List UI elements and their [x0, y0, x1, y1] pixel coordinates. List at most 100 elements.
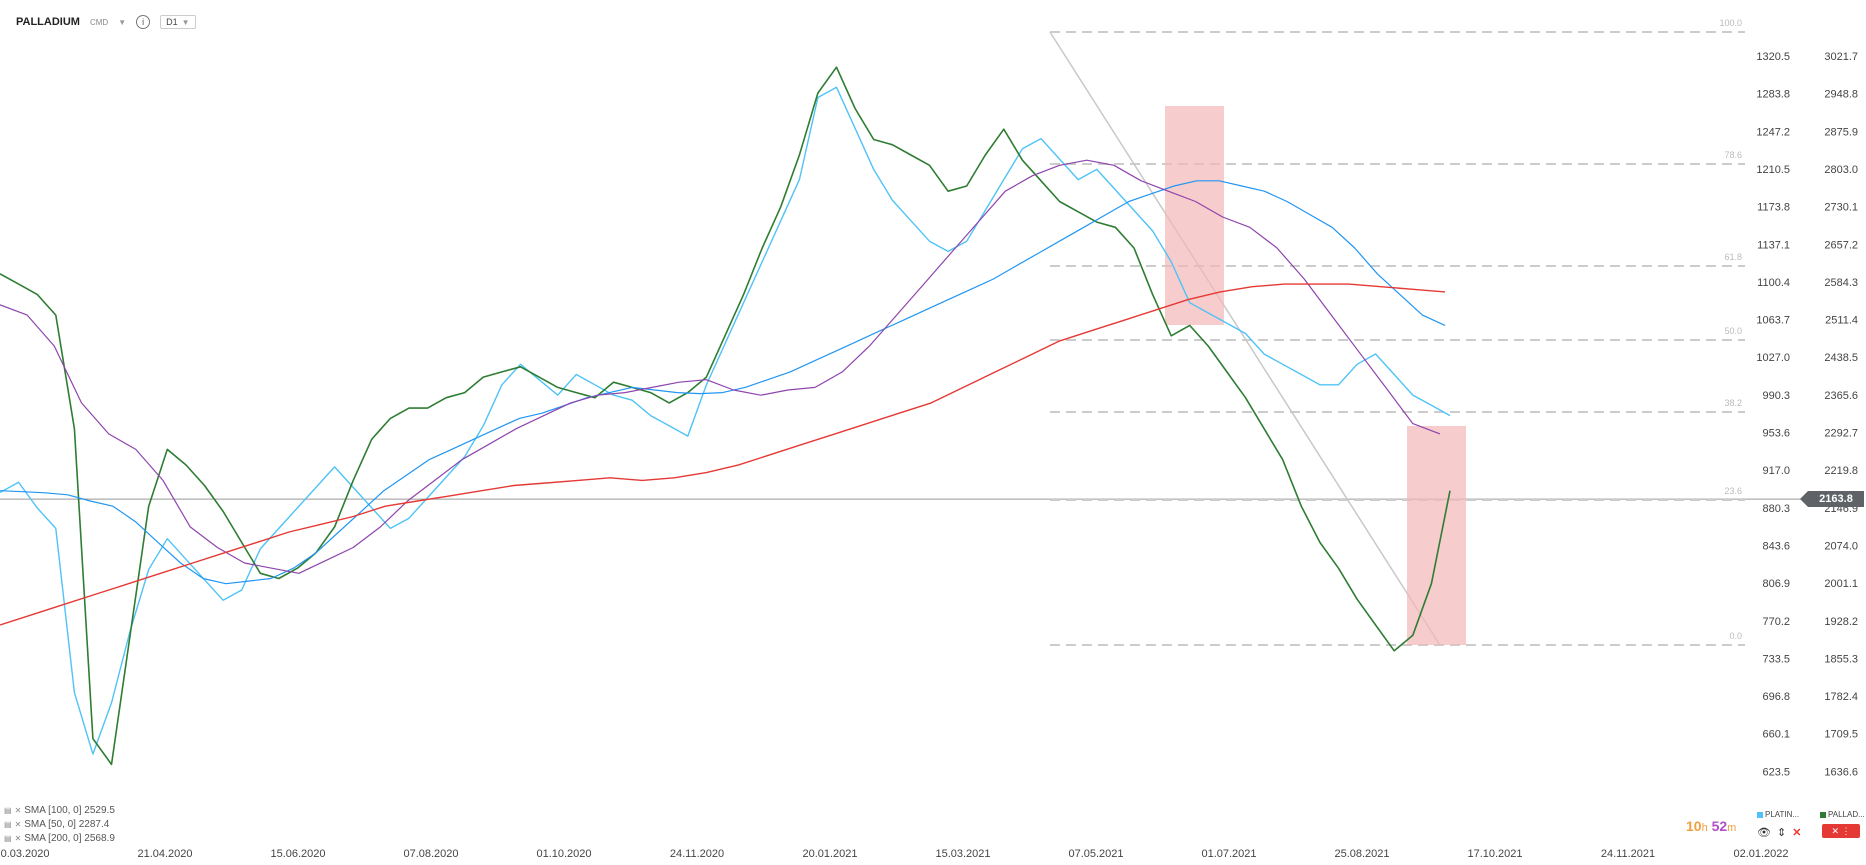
- y-right-tick: 2584.3: [1824, 277, 1858, 289]
- info-icon[interactable]: i: [136, 15, 151, 29]
- y-right-tick: 2803.0: [1824, 164, 1858, 176]
- chevron-down-icon: ▼: [181, 17, 190, 27]
- indicator-sma-50[interactable]: ▤ ✕ SMA [50, 0] 2287.4: [4, 818, 109, 830]
- highlight-zone[interactable]: [1165, 106, 1224, 325]
- x-tick-label: 25.08.2021: [1334, 848, 1389, 860]
- color-swatch: [1757, 811, 1763, 818]
- series-tag-platinum[interactable]: PLATIN...: [1757, 810, 1799, 819]
- y-right-tick: 1855.3: [1824, 653, 1858, 665]
- x-tick-label: 15.06.2020: [270, 848, 325, 860]
- y-left-tick: 660.1: [1762, 729, 1790, 741]
- y-right-tick: 2875.9: [1824, 126, 1858, 138]
- x-tick-label: 17.10.2021: [1467, 848, 1522, 860]
- series-line-0[interactable]: [0, 86, 1451, 755]
- x-tick-label: 02.01.2022: [1733, 848, 1788, 860]
- series-controls: 👁 ⇕ ✕: [1757, 826, 1801, 839]
- y-left-tick: 770.2: [1762, 616, 1790, 628]
- timeframe-value: D1: [166, 17, 178, 27]
- x-tick-label: 07.08.2020: [403, 848, 458, 860]
- series-line-2[interactable]: [0, 180, 1446, 585]
- y-left-tick: 1320.5: [1756, 51, 1790, 63]
- settings-icon[interactable]: ▤: [4, 819, 12, 829]
- fib-trend-line[interactable]: [1049, 31, 1441, 646]
- settings-icon[interactable]: ▤: [4, 833, 12, 843]
- indicator-label: SMA [50, 0] 2287.4: [24, 818, 110, 830]
- timeframe-select[interactable]: D1 ▼: [160, 15, 196, 29]
- y-left-tick: 990.3: [1762, 390, 1790, 402]
- x-tick-label: 20.01.2021: [802, 848, 857, 860]
- y-left-tick: 1137.1: [1757, 239, 1790, 251]
- y-left-tick: 696.8: [1762, 691, 1790, 703]
- reorder-icon[interactable]: ⇕: [1776, 827, 1787, 839]
- series-line-4[interactable]: [0, 283, 1446, 626]
- x-tick-label: 07.05.2021: [1068, 848, 1123, 860]
- close-icon[interactable]: ✕: [1792, 827, 1802, 839]
- symbol-label: PALLADIUM: [16, 16, 80, 28]
- y-right-tick: 1709.5: [1824, 729, 1858, 741]
- series-tag-label: PALLAD...: [1828, 810, 1865, 819]
- y-right-tick: 2657.2: [1824, 239, 1858, 251]
- x-tick-label: 01.10.2020: [536, 848, 591, 860]
- eye-icon[interactable]: 👁: [1757, 827, 1771, 839]
- color-swatch: [1820, 811, 1826, 818]
- current-price-label: 2163.8: [1808, 491, 1864, 507]
- y-right-tick: 2219.8: [1824, 465, 1858, 477]
- indicator-label: SMA [200, 0] 2568.9: [24, 832, 115, 844]
- fib-level-label: 38.2: [1724, 398, 1742, 408]
- x-tick-label: 15.03.2021: [935, 848, 990, 860]
- price-marker-arrow: [1800, 491, 1808, 507]
- indicator-sma-100[interactable]: ▤ ✕ SMA [100, 0] 2529.5: [4, 804, 115, 816]
- fib-level-label: 0.0: [1729, 631, 1742, 641]
- y-right-tick: 1928.2: [1824, 616, 1858, 628]
- y-right-tick: 1782.4: [1824, 691, 1858, 703]
- y-left-tick: 1173.8: [1757, 202, 1790, 214]
- y-left-tick: 806.9: [1762, 578, 1790, 590]
- y-left-tick: 1063.7: [1756, 315, 1790, 327]
- y-left-tick: 1247.2: [1756, 126, 1790, 138]
- y-right-tick: 2292.7: [1824, 428, 1858, 440]
- timer-minutes: 52: [1711, 818, 1728, 834]
- close-icon[interactable]: ✕: [14, 805, 22, 815]
- y-left-tick: 917.0: [1762, 465, 1790, 477]
- x-tick-label: 24.11.2021: [1601, 848, 1655, 860]
- fib-level-label: 100.0: [1719, 18, 1742, 28]
- y-left-tick: 1100.4: [1757, 277, 1790, 289]
- close-icon[interactable]: ✕: [14, 819, 22, 829]
- instrument-type[interactable]: CMD: [89, 17, 109, 27]
- y-right-tick: 1636.6: [1824, 766, 1858, 778]
- series-line-3[interactable]: [0, 159, 1441, 574]
- fib-level-label: 61.8: [1724, 252, 1742, 262]
- chevron-down-icon[interactable]: ▼: [118, 17, 127, 27]
- y-right-tick: 3021.7: [1824, 51, 1858, 63]
- series-line-1[interactable]: [0, 66, 1451, 766]
- x-tick-label: 24.11.2020: [670, 848, 724, 860]
- y-right-tick: 2074.0: [1824, 540, 1858, 552]
- y-right-tick: 2511.4: [1825, 315, 1858, 327]
- y-right-tick: 2365.6: [1824, 390, 1858, 402]
- close-icon[interactable]: ✕: [14, 833, 22, 843]
- y-right-tick: 2438.5: [1824, 352, 1858, 364]
- timer-hours-unit: h: [1701, 822, 1708, 834]
- y-right-tick: 2001.1: [1824, 578, 1858, 590]
- series-tag-label: PLATIN...: [1765, 810, 1800, 819]
- y-left-tick: 843.6: [1762, 540, 1790, 552]
- series-tag-palladium[interactable]: PALLAD...: [1820, 810, 1865, 819]
- candle-timer: 10h 52m: [1686, 818, 1736, 834]
- y-left-tick: 953.6: [1762, 428, 1790, 440]
- y-left-tick: 880.3: [1762, 503, 1790, 515]
- x-tick-label: 21.04.2020: [137, 848, 192, 860]
- y-left-tick: 1027.0: [1756, 352, 1790, 364]
- x-tick-label: 10.03.2020: [0, 848, 50, 860]
- y-left-tick: 623.5: [1762, 766, 1790, 778]
- y-left-tick: 1283.8: [1756, 89, 1790, 101]
- settings-icon[interactable]: ▤: [4, 805, 12, 815]
- y-left-tick: 1210.5: [1756, 164, 1790, 176]
- fib-level-label: 78.6: [1724, 150, 1742, 160]
- x-tick-label: 01.07.2021: [1201, 848, 1256, 860]
- timer-minutes-unit: m: [1727, 822, 1737, 834]
- indicator-sma-200[interactable]: ▤ ✕ SMA [200, 0] 2568.9: [4, 832, 115, 844]
- highlight-zone[interactable]: [1407, 426, 1466, 645]
- remove-series-button[interactable]: ✕ ⋮: [1822, 824, 1860, 838]
- y-right-tick: 2730.1: [1824, 202, 1858, 214]
